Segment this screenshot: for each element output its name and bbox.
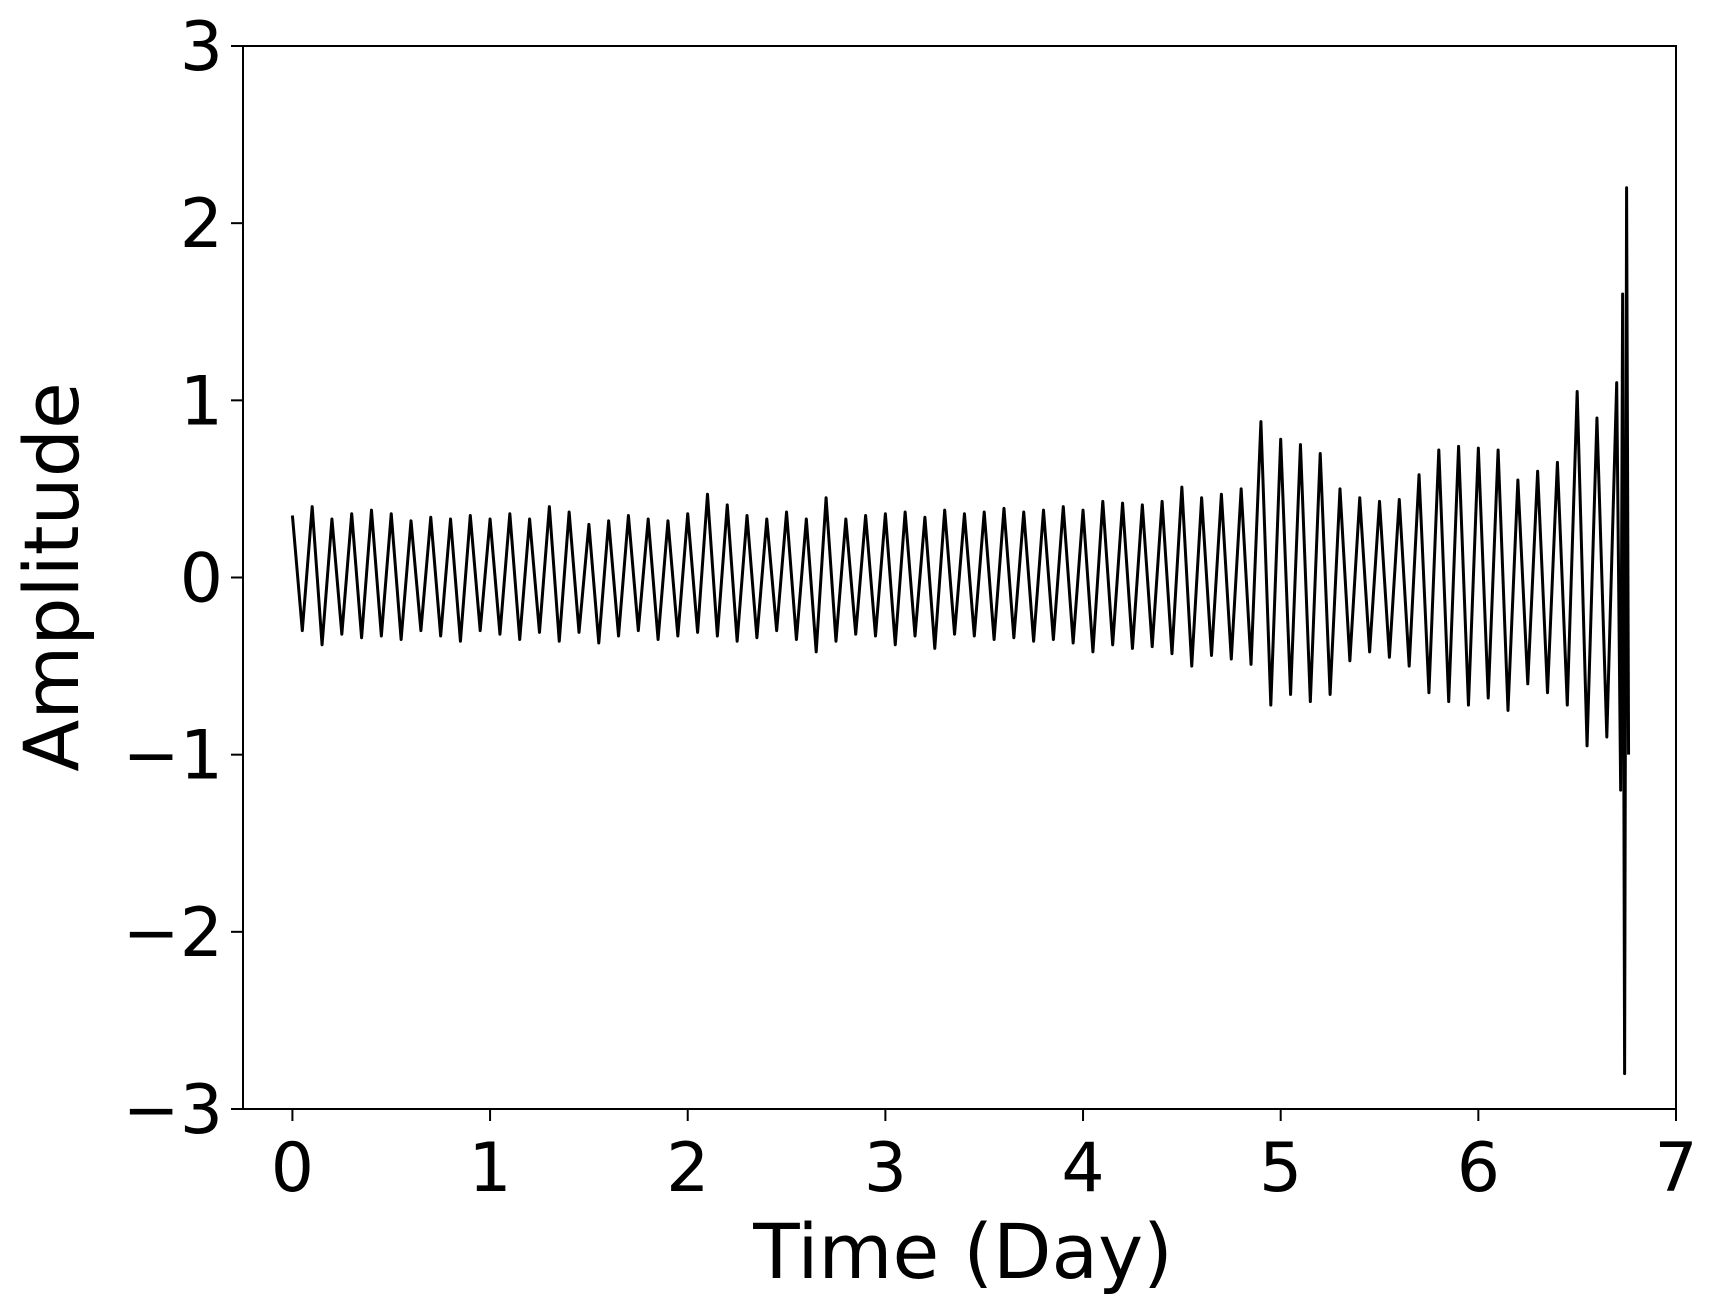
x-tick-label: 5 [1259, 1129, 1302, 1208]
y-tick-label: −1 [123, 717, 223, 796]
x-tick-label: 7 [1654, 1129, 1697, 1208]
x-tick-label: 2 [666, 1129, 709, 1208]
x-tick-label: 4 [1061, 1129, 1104, 1208]
y-tick-label: −2 [123, 894, 223, 973]
x-axis-label: Time (Day) [752, 1207, 1173, 1296]
x-tick-label: 3 [864, 1129, 907, 1208]
y-tick-label: 3 [180, 8, 223, 87]
y-tick-label: 2 [180, 185, 223, 264]
y-tick-label: −3 [123, 1071, 223, 1150]
signal-line [290, 186, 1631, 1076]
x-tick-label: 1 [468, 1129, 511, 1208]
x-tick-label: 6 [1457, 1129, 1500, 1208]
y-tick-label: 1 [180, 362, 223, 441]
y-tick-label: 0 [180, 540, 223, 619]
x-tick-label: 0 [271, 1129, 314, 1208]
plot-frame [242, 45, 1677, 1110]
y-axis-label: Amplitude [7, 382, 96, 771]
